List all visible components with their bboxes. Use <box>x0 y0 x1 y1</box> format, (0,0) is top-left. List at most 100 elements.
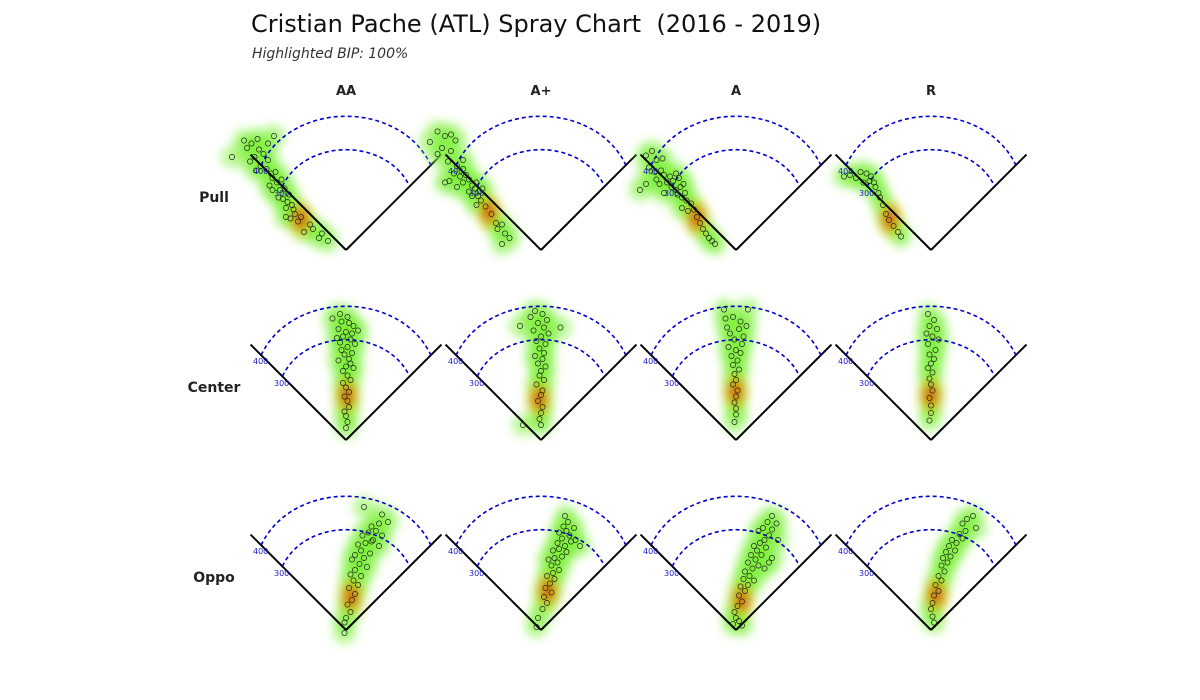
bip-point <box>679 205 685 211</box>
distance-label-400: 400 <box>448 357 463 366</box>
bip-point <box>350 577 357 584</box>
bip-point <box>643 181 649 187</box>
bip-point <box>928 381 934 388</box>
bip-point <box>229 154 235 160</box>
bip-point <box>733 347 739 353</box>
bip-point <box>307 221 313 228</box>
bip-point <box>761 537 768 543</box>
distance-label-400: 400 <box>253 167 268 176</box>
bip-point <box>890 223 897 229</box>
bip-point <box>439 145 445 151</box>
bip-point <box>545 330 552 337</box>
distance-label-300: 300 <box>664 569 679 578</box>
bip-point <box>925 341 931 347</box>
bip-point <box>764 519 771 525</box>
bip-point <box>361 555 367 561</box>
bip-point <box>343 413 349 419</box>
bip-point <box>860 179 867 186</box>
bip-point <box>683 197 690 204</box>
bip-point <box>532 308 538 314</box>
bip-point <box>454 184 460 190</box>
distance-arc-400 <box>845 115 1017 166</box>
bip-point <box>730 621 736 627</box>
bip-point <box>493 220 499 226</box>
bip-point <box>923 330 930 337</box>
bip-point <box>533 338 540 344</box>
bip-point <box>352 591 358 597</box>
bip-point <box>253 167 259 174</box>
bip-point <box>763 544 769 551</box>
bip-point <box>773 520 780 527</box>
bip-point <box>269 175 276 181</box>
bip-point <box>473 202 480 208</box>
bip-point <box>739 598 745 605</box>
bip-point <box>368 538 375 545</box>
bip-point <box>506 235 513 241</box>
bip-point <box>929 387 936 394</box>
bip-point <box>532 353 538 359</box>
bip-point <box>935 588 942 594</box>
bip-point <box>959 520 966 527</box>
bip-point <box>482 203 489 210</box>
bip-point <box>347 336 354 343</box>
bip-point <box>721 306 727 313</box>
bip-point <box>847 172 853 178</box>
bip-point <box>554 559 561 566</box>
bip-point <box>739 622 745 629</box>
bip-point <box>926 417 933 424</box>
foul-line-left <box>444 533 542 631</box>
bip-point <box>278 176 285 183</box>
bip-point <box>355 582 361 588</box>
bip-point <box>359 532 366 539</box>
foul-line-left <box>249 153 347 251</box>
bip-point <box>742 588 748 594</box>
foul-line-right <box>345 533 443 631</box>
bip-point <box>265 157 271 163</box>
bip-point <box>340 380 346 386</box>
bip-point <box>539 606 546 612</box>
bip-point <box>926 351 933 358</box>
bip-point <box>475 193 481 199</box>
bip-point <box>247 158 253 165</box>
foul-line-right <box>930 533 1028 631</box>
row-label-center: Center <box>188 380 241 396</box>
density-overlay <box>920 505 987 634</box>
bip-point <box>352 341 358 347</box>
foul-line-right <box>735 343 833 441</box>
bip-point <box>448 148 454 154</box>
distance-label-300: 300 <box>274 379 289 388</box>
bip-point <box>263 166 270 172</box>
bip-point <box>562 543 568 549</box>
distance-arc-300 <box>476 148 606 187</box>
bip-point <box>316 235 322 241</box>
foul-line-left <box>834 343 932 441</box>
bip-point <box>283 205 289 211</box>
distance-arc-300 <box>476 338 606 377</box>
bip-point <box>301 229 307 235</box>
bip-point <box>667 173 673 180</box>
bip-point <box>883 211 889 217</box>
panel-oppo-r: 400 300 <box>834 495 1028 634</box>
bip-point <box>319 230 325 237</box>
bip-point <box>752 556 759 563</box>
bip-point <box>334 335 340 341</box>
bip-point <box>335 357 342 364</box>
bip-point <box>370 537 376 543</box>
bip-point <box>746 573 753 579</box>
bip-point <box>466 176 472 183</box>
bip-point <box>755 528 762 534</box>
bip-point <box>344 601 351 608</box>
bip-point <box>244 145 250 151</box>
bip-point <box>733 393 739 400</box>
bip-point <box>928 410 934 416</box>
bip-point <box>734 387 741 394</box>
bip-point <box>341 619 348 626</box>
bip-point <box>350 365 357 371</box>
distance-label-300: 300 <box>859 379 874 388</box>
foul-line-right <box>540 343 638 441</box>
panel-center-aplus: 400 300 <box>444 300 638 441</box>
bip-point <box>349 350 355 356</box>
bip-point <box>251 154 258 160</box>
panel-pull-r: 400 300 <box>833 115 1028 251</box>
bip-point <box>940 555 946 561</box>
